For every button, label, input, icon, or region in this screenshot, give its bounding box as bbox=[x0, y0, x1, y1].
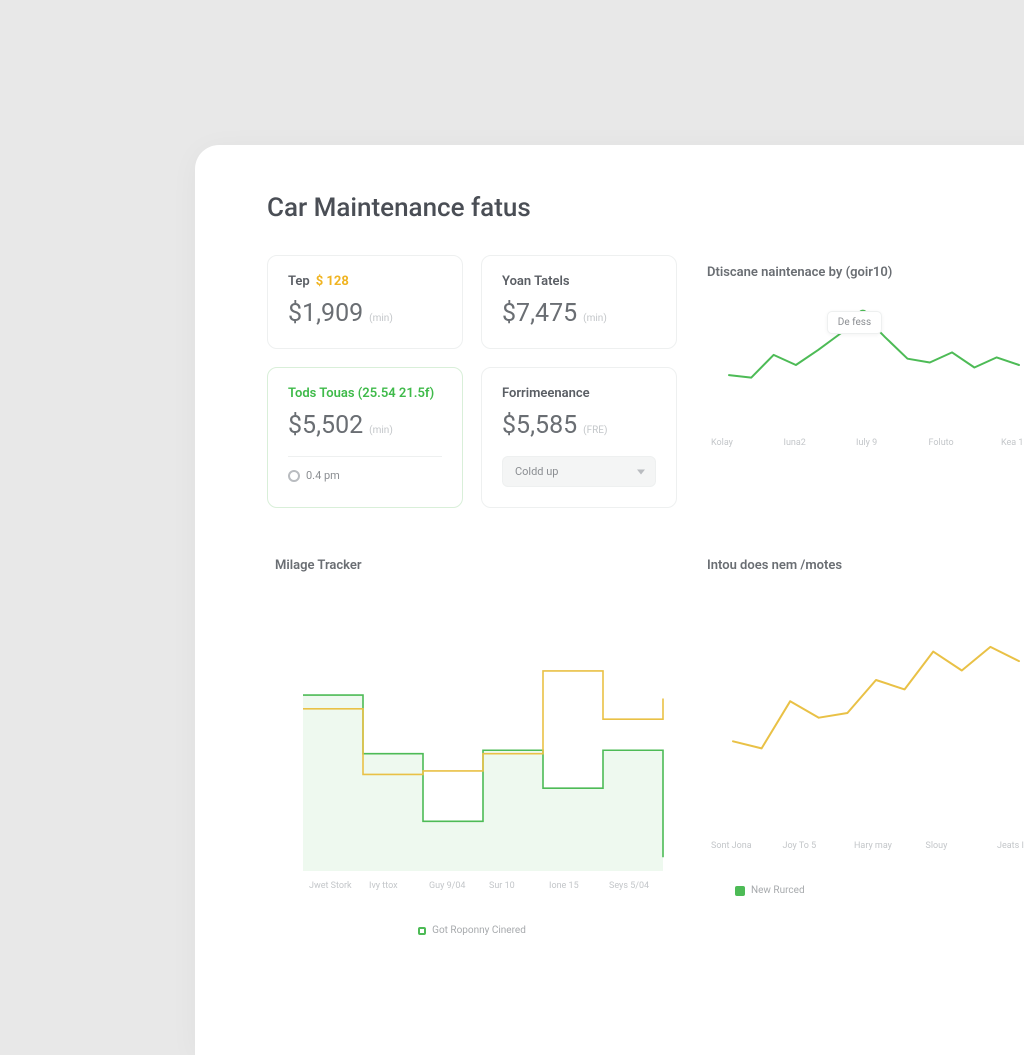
distance-chart: De fess Kolay Iuna2 Iuly 9 Foluto Kea 1 bbox=[707, 294, 1024, 474]
legend-swatch-icon bbox=[418, 927, 426, 935]
mileage-chart-card: Milage Tracker Jwet Stork Ivy ttox Guy 9/0… bbox=[267, 548, 677, 946]
stat-label: Tep $ 128 bbox=[288, 274, 442, 289]
top-grid: Tep $ 128 $1,909 (min) Yoan Tatels $7,47… bbox=[267, 255, 1024, 526]
stat-label-text: Forrimeenance bbox=[502, 386, 590, 401]
x-axis-label: Hary may bbox=[854, 841, 892, 851]
mileage-chart: Jwet Stork Ivy ttox Guy 9/04 Sur 10 Ione 15 S… bbox=[275, 587, 669, 917]
stat-label-green: Tods Touas (25.54 21.5f) bbox=[288, 386, 442, 401]
legend-swatch-icon bbox=[735, 886, 745, 896]
stat-value-text: $1,909 bbox=[288, 299, 363, 328]
stat-label-text: Yoan Tatels bbox=[502, 274, 570, 289]
stat-value-text: $5,502 bbox=[288, 411, 363, 440]
stat-value: $5,502 (min) bbox=[288, 411, 442, 440]
right-column: Dtiscane naintenace by (goir10) De fess K… bbox=[699, 255, 1024, 526]
x-axis-label: Guy 9/04 bbox=[429, 881, 465, 891]
stat-row-2: Tods Touas (25.54 21.5f) $5,502 (min) 0.… bbox=[267, 367, 677, 508]
intou-chart: Sont Jona Joy To 5 Hary may Slouy Jeats Ilmt bbox=[707, 587, 1024, 877]
chart-title: Dtiscane naintenace by (goir10) bbox=[707, 265, 1024, 280]
stat-sub: (min) bbox=[369, 313, 393, 324]
period-select[interactable]: Coldd up bbox=[502, 456, 656, 487]
x-axis-label: Ivy ttox bbox=[369, 881, 398, 891]
legend-label: Got Roponny Cinered bbox=[432, 925, 526, 936]
stat-card-yoan: Yoan Tatels $7,475 (min) bbox=[481, 255, 677, 349]
legend-item: Got Roponny Cinered bbox=[418, 925, 526, 936]
stat-card-forr: Forrimeenance $5,585 (FRE) Coldd up bbox=[481, 367, 677, 508]
stat-card-tods: Tods Touas (25.54 21.5f) $5,502 (min) 0.… bbox=[267, 367, 463, 508]
stat-sub: (FRE) bbox=[583, 425, 607, 436]
x-axis-label: Kea 1 bbox=[1001, 438, 1024, 448]
x-axis-label: Iuly 9 bbox=[856, 438, 877, 448]
intou-chart-card: Intou does nem /motes Sont Jona Joy To 5 H… bbox=[699, 548, 1024, 906]
x-axis-label: Kolay bbox=[711, 438, 733, 448]
page-title: Car Maintenance fatus bbox=[267, 193, 1024, 223]
intou-col: Intou does nem /motes Sont Jona Joy To 5 H… bbox=[699, 548, 1024, 946]
stat-value-text: $5,585 bbox=[502, 411, 577, 440]
x-axis-label: Seys 5/04 bbox=[609, 881, 649, 891]
x-axis-label: Foluto bbox=[929, 438, 954, 448]
chart-tooltip: De fess bbox=[827, 311, 882, 334]
mileage-col: Milage Tracker Jwet Stork Ivy ttox Guy 9/0… bbox=[267, 548, 677, 946]
intou-legend: New Rurced bbox=[707, 885, 1024, 896]
mileage-legend: Got Roponny Cinered bbox=[275, 925, 669, 936]
bottom-grid: Milage Tracker Jwet Stork Ivy ttox Guy 9/0… bbox=[267, 548, 1024, 946]
x-axis-label: Sur 10 bbox=[489, 881, 515, 891]
stat-label-text: Tep bbox=[288, 274, 310, 289]
x-axis-label: Joy To 5 bbox=[783, 841, 817, 851]
stat-row-1: Tep $ 128 $1,909 (min) Yoan Tatels $7,47… bbox=[267, 255, 677, 349]
x-axis-label: Jwet Stork bbox=[309, 881, 352, 891]
x-axis-label: Slouy bbox=[926, 841, 948, 851]
legend-label: New Rurced bbox=[751, 885, 805, 896]
left-column: Tep $ 128 $1,909 (min) Yoan Tatels $7,47… bbox=[267, 255, 677, 526]
stat-label: Yoan Tatels bbox=[502, 274, 656, 289]
stat-value: $5,585 (FRE) bbox=[502, 411, 656, 440]
stat-card-tep: Tep $ 128 $1,909 (min) bbox=[267, 255, 463, 349]
x-axis-label: Sont Jona bbox=[711, 841, 752, 851]
stat-footer-text: 0.4 pm bbox=[306, 469, 340, 482]
stat-label: Forrimeenance bbox=[502, 386, 656, 401]
chart-title: Intou does nem /motes bbox=[707, 558, 1024, 573]
dashboard-window: Car Maintenance fatus Tep $ 128 $1,909 (… bbox=[195, 145, 1024, 1055]
stat-accent: $ 128 bbox=[316, 274, 349, 289]
x-axis-label: Ione 15 bbox=[549, 881, 579, 891]
clock-icon bbox=[288, 470, 300, 482]
x-axis-label: Jeats Ilmt bbox=[997, 841, 1024, 851]
stat-sub: (min) bbox=[369, 425, 393, 436]
stat-value: $7,475 (min) bbox=[502, 299, 656, 328]
chart-title: Milage Tracker bbox=[275, 558, 669, 573]
stat-sub: (min) bbox=[583, 313, 607, 324]
stat-value: $1,909 (min) bbox=[288, 299, 442, 328]
stat-value-text: $7,475 bbox=[502, 299, 577, 328]
stat-footer: 0.4 pm bbox=[288, 456, 442, 482]
legend-item: New Rurced bbox=[735, 885, 805, 896]
x-axis-label: Iuna2 bbox=[784, 438, 806, 448]
distance-chart-card: Dtiscane naintenace by (goir10) De fess K… bbox=[699, 255, 1024, 484]
